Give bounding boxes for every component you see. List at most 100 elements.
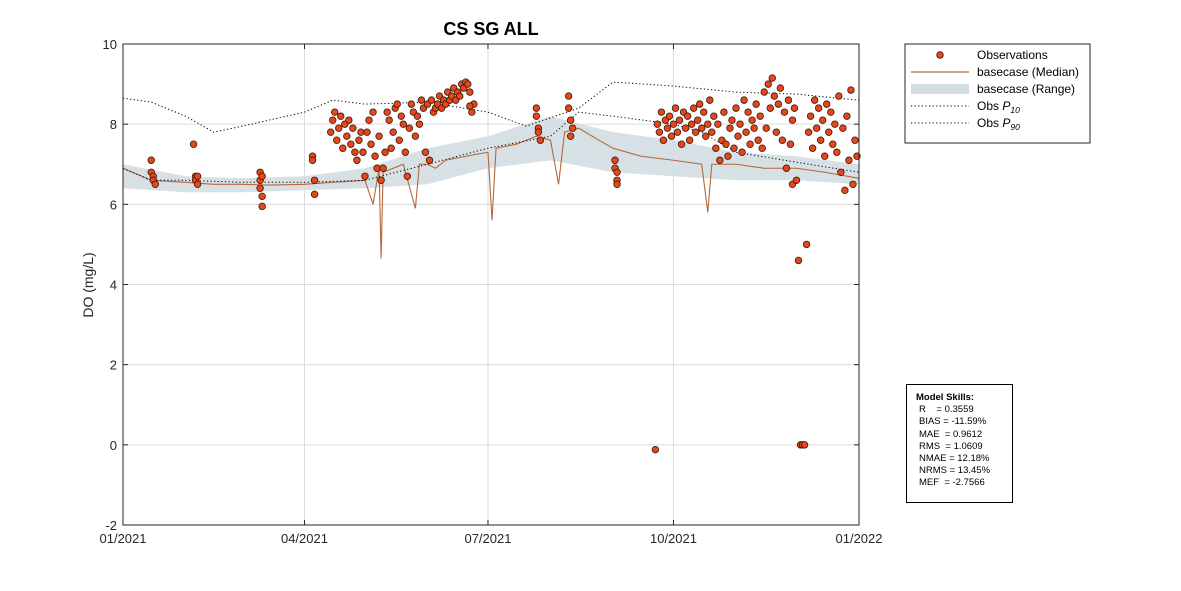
observation-point xyxy=(310,190,319,199)
observation-point xyxy=(754,136,762,144)
observation-point xyxy=(780,108,789,116)
p90-line xyxy=(122,81,860,133)
observation-point xyxy=(367,140,375,148)
observation-point xyxy=(744,108,752,116)
observation-point xyxy=(353,156,361,164)
observation-point xyxy=(734,132,742,140)
x-tick-label: 04/2021 xyxy=(281,531,328,546)
y-tick-label: 0 xyxy=(110,438,117,453)
observation-point xyxy=(683,112,692,120)
model-skill-line: MAE = 0.9612 xyxy=(919,428,983,440)
observation-point xyxy=(667,132,676,140)
observation-point xyxy=(714,120,722,128)
legend-label: basecase (Range) xyxy=(977,82,1075,96)
range-band xyxy=(123,116,859,193)
observation-point xyxy=(752,100,760,108)
observation-point xyxy=(681,124,690,132)
observation-point xyxy=(756,112,764,120)
observation-point xyxy=(566,132,575,140)
observation-point xyxy=(738,148,746,156)
observation-point xyxy=(827,108,835,116)
observation-point xyxy=(401,148,410,156)
observation-point xyxy=(381,148,389,156)
y-tick-label: 6 xyxy=(110,197,117,212)
observation-point xyxy=(772,128,781,136)
observation-point xyxy=(814,104,823,112)
legend-label: Obs P10 xyxy=(977,99,1020,115)
observation-point xyxy=(716,156,724,164)
observation-point xyxy=(720,108,728,116)
observation-point xyxy=(393,100,401,108)
observation-point xyxy=(804,128,813,136)
model-skills-title: Model Skills: xyxy=(916,392,975,403)
observation-point xyxy=(831,120,839,128)
observation-point xyxy=(395,136,403,144)
observation-point xyxy=(663,124,672,132)
observation-point xyxy=(456,92,464,100)
observation-point xyxy=(611,156,619,164)
observation-point xyxy=(375,132,383,140)
observation-point xyxy=(671,104,680,112)
observation-point xyxy=(841,186,849,195)
observation-point xyxy=(833,148,841,156)
observation-point xyxy=(800,441,809,449)
observation-point xyxy=(810,96,819,104)
observation-point xyxy=(710,112,718,120)
observation-point xyxy=(147,156,155,164)
model-skill-line: NRMS = 13.45% xyxy=(919,465,991,477)
observation-point xyxy=(349,124,357,132)
observation-point xyxy=(425,156,434,164)
observation-point xyxy=(256,184,264,192)
observation-point xyxy=(687,120,696,128)
observation-point xyxy=(706,96,714,104)
observation-point xyxy=(369,108,377,116)
observation-point xyxy=(732,104,740,112)
observation-point xyxy=(359,148,367,156)
observation-point xyxy=(673,128,682,136)
observation-point xyxy=(532,112,541,120)
legend-label: Observations xyxy=(977,48,1048,62)
observation-point xyxy=(764,80,772,88)
y-tick-label: -2 xyxy=(105,518,117,533)
observation-point xyxy=(464,80,472,88)
observation-point xyxy=(387,144,395,152)
observation-point xyxy=(849,180,857,188)
observation-point xyxy=(189,140,198,148)
observation-point xyxy=(405,124,414,132)
observation-point xyxy=(698,124,706,132)
median-line xyxy=(122,127,860,259)
observation-point xyxy=(417,96,426,104)
observation-point xyxy=(766,104,774,112)
observation-point xyxy=(712,144,720,152)
observation-point xyxy=(746,140,754,148)
p10-line xyxy=(122,111,860,183)
observation-point xyxy=(819,116,827,124)
observation-point xyxy=(407,100,416,108)
observation-point xyxy=(193,172,202,180)
observation-point xyxy=(665,112,674,120)
observation-point xyxy=(851,136,859,144)
observation-point xyxy=(399,120,407,128)
observation-point xyxy=(816,136,825,144)
observation-point xyxy=(536,136,545,144)
observation-point xyxy=(193,180,202,188)
observation-point xyxy=(802,240,811,249)
observation-point xyxy=(335,124,343,132)
model-skill-line: R = 0.3559 xyxy=(919,404,974,416)
observation-point xyxy=(383,108,391,116)
x-tick-label: 01/2021 xyxy=(100,531,147,546)
observation-point xyxy=(685,136,694,144)
observation-point xyxy=(704,120,712,128)
observation-point xyxy=(778,136,787,144)
observation-point xyxy=(829,140,837,148)
observation-point xyxy=(657,108,666,116)
observation-point xyxy=(794,256,803,265)
observation-point xyxy=(613,168,621,176)
observation-point xyxy=(373,164,381,172)
observation-point xyxy=(750,124,758,132)
model-skill-line: BIAS = -11.59% xyxy=(919,416,987,428)
observation-point xyxy=(768,74,776,82)
observation-point xyxy=(722,140,730,148)
observation-point xyxy=(363,128,371,136)
observation-point xyxy=(843,112,851,120)
